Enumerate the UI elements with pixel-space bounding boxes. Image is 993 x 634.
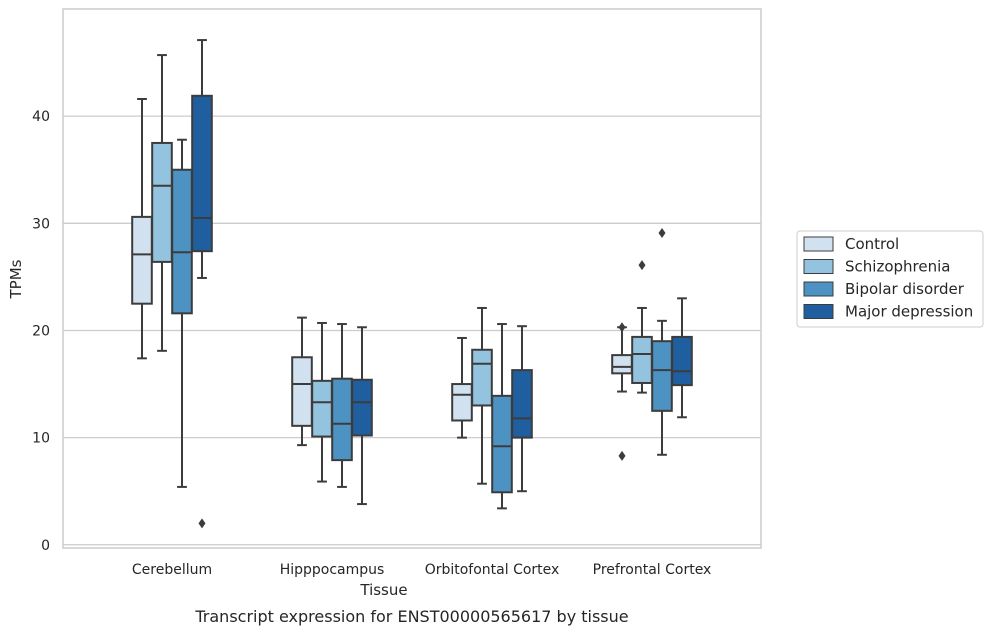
box-3-3	[671, 297, 693, 419]
outlier-0	[658, 227, 666, 238]
x-tick-labels: Cerebellum Hipppocampus Orbitofontal Corte…	[132, 562, 711, 578]
x-tick-label-1: Hipppocampus	[280, 562, 385, 578]
box-2-0	[171, 138, 193, 488]
outlier-0	[618, 322, 626, 333]
box-0-2	[451, 336, 473, 439]
box-iqr	[331, 377, 353, 462]
box-0-3	[611, 322, 633, 461]
legend-label-0: Control	[845, 235, 899, 253]
y-axis-label: TPMs	[7, 259, 25, 299]
box-iqr	[471, 348, 493, 407]
outlier-0	[198, 518, 206, 529]
box-iqr	[291, 356, 313, 427]
x-tick-label-3: Prefrontal Cortex	[593, 562, 712, 578]
box-1-3	[631, 260, 653, 394]
box-iqr	[491, 394, 513, 494]
box-1-2	[471, 306, 493, 485]
box-iqr	[631, 335, 653, 384]
chart-caption: Transcript expression for ENST0000056561…	[194, 607, 628, 626]
y-tick-labels: 0 10 20 30 40	[32, 109, 50, 554]
outlier-0	[638, 260, 646, 271]
box-iqr	[151, 141, 173, 263]
y-tick-label-0: 0	[41, 538, 50, 554]
legend-swatch-1	[803, 259, 834, 274]
legend-label-3: Major depression	[845, 303, 973, 321]
box-3-2	[511, 325, 533, 493]
plot-area	[62, 8, 762, 549]
box-1-1	[311, 321, 333, 483]
legend-frame	[796, 230, 984, 328]
box-iqr	[511, 369, 533, 439]
box-iqr	[671, 335, 693, 387]
legend-swatch-2	[803, 281, 834, 297]
x-axis-label: Tissue	[359, 581, 407, 599]
boxes	[131, 39, 693, 529]
box-0-1	[291, 316, 313, 447]
x-tick-label-0: Cerebellum	[132, 562, 212, 578]
box-3-0	[191, 39, 213, 529]
box-iqr	[171, 168, 193, 315]
legend-label-1: Schizophrenia	[845, 258, 950, 276]
x-tick-label-2: Orbitofontal Cortex	[425, 562, 560, 578]
box-iqr	[311, 379, 333, 438]
y-tick-label-40: 40	[32, 109, 50, 125]
box-2-2	[491, 323, 513, 510]
legend: Control Schizophrenia Bipolar disorder Majo…	[796, 230, 984, 328]
box-iqr	[191, 94, 213, 253]
legend-label-2: Bipolar disorder	[845, 280, 965, 298]
y-tick-label-30: 30	[32, 216, 50, 232]
y-tick-label-20: 20	[32, 323, 50, 339]
box-iqr	[351, 378, 373, 437]
y-tick-label-10: 10	[32, 431, 50, 447]
box-3-1	[351, 326, 373, 506]
box-iqr	[611, 354, 633, 375]
box-iqr	[451, 383, 473, 422]
legend-swatch-3	[803, 304, 834, 319]
outlier-1	[618, 450, 626, 461]
legend-swatch-0	[803, 236, 834, 252]
box-iqr	[131, 215, 153, 305]
box-iqr	[651, 340, 673, 412]
